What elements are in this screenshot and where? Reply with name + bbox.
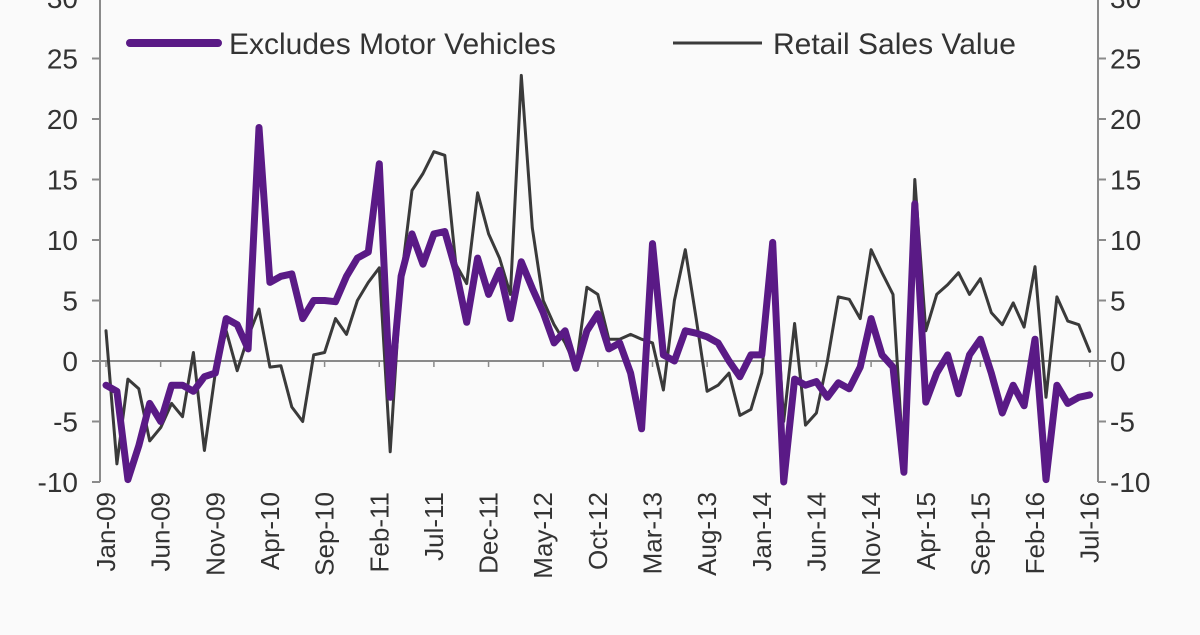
right-y-tick-label: 25 [1110,44,1141,75]
x-tick-label: Feb-16 [1020,492,1050,574]
x-tick-label: Feb-11 [364,492,394,572]
x-tick-label: Sep-15 [965,492,995,576]
right-y-tick-label: -10 [1110,467,1150,498]
right-y-tick-label: 0 [1110,346,1126,377]
x-tick-label: Dec-11 [474,492,504,574]
right-y-tick-label: -5 [1110,407,1135,438]
x-tick-label: Jun-14 [801,492,831,572]
series-lines [106,75,1090,482]
legend-label-retail-sales-value: Retail Sales Value [773,28,1016,61]
x-tick-label: Mar-13 [638,492,668,574]
legend: Excludes Motor Vehicles Retail Sales Val… [130,28,1016,61]
x-tick-label: Nov-14 [856,492,886,576]
x-tick-label: Jan-14 [747,492,777,572]
left-y-tick-label: 20 [47,104,78,135]
left-y-tick-label: 10 [47,225,78,256]
x-tick-label: Oct-12 [583,492,613,570]
legend-label-excludes-motor-vehicles: Excludes Motor Vehicles [229,28,556,61]
x-tick-label: Apr-10 [255,492,285,570]
x-tick-label: Apr-15 [911,492,941,570]
left-y-tick-label: -10 [38,467,78,498]
left-y-tick-label: 0 [62,346,78,377]
x-tick-label: Jun-09 [146,492,176,572]
left-y-tick-label: 15 [47,165,78,196]
left-y-tick-label: 25 [47,44,78,75]
right-y-tick-label: 30 [1110,0,1141,14]
left-y-tick-label: 30 [47,0,78,14]
left-y-tick-label: -5 [53,407,78,438]
x-tick-label: May-12 [528,492,558,579]
right-y-tick-label: 20 [1110,104,1141,135]
x-tick-label: Aug-13 [692,492,722,576]
series-line-excludes-motor-vehicles [106,128,1090,483]
x-tick-label: Sep-10 [310,492,340,576]
x-tick-label: Nov-09 [200,492,230,576]
left-y-tick-label: 5 [62,286,78,317]
x-tick-label: Jan-09 [91,492,121,572]
right-y-tick-label: 5 [1110,286,1126,317]
x-tick-label: Jul-11 [419,492,449,561]
right-y-tick-label: 15 [1110,165,1141,196]
right-y-tick-label: 10 [1110,225,1141,256]
x-tick-label: Jul-16 [1075,492,1105,563]
